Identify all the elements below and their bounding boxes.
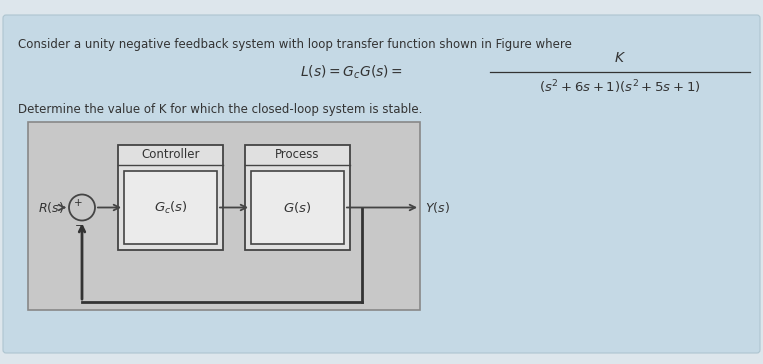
Text: $G(s)$: $G(s)$ bbox=[283, 200, 311, 215]
FancyBboxPatch shape bbox=[251, 171, 344, 244]
Text: Process: Process bbox=[275, 149, 320, 162]
Text: $(s^2+6s+1)(s^2+5s+1)$: $(s^2+6s+1)(s^2+5s+1)$ bbox=[539, 78, 700, 96]
Text: $R(s)$: $R(s)$ bbox=[38, 200, 64, 215]
Text: −: − bbox=[76, 221, 85, 230]
Text: $L(s) = G_cG(s) =$: $L(s) = G_cG(s) =$ bbox=[300, 63, 403, 81]
Text: $G_c(s)$: $G_c(s)$ bbox=[153, 199, 188, 215]
Text: +: + bbox=[74, 198, 82, 207]
Circle shape bbox=[69, 194, 95, 221]
FancyBboxPatch shape bbox=[124, 171, 217, 244]
Text: Controller: Controller bbox=[141, 149, 200, 162]
FancyBboxPatch shape bbox=[118, 145, 223, 250]
Text: $K$: $K$ bbox=[614, 51, 626, 65]
FancyBboxPatch shape bbox=[3, 15, 760, 353]
Text: Consider a unity negative feedback system with loop transfer function shown in F: Consider a unity negative feedback syste… bbox=[18, 38, 572, 51]
FancyBboxPatch shape bbox=[28, 122, 420, 310]
FancyBboxPatch shape bbox=[245, 145, 350, 250]
Text: $Y(s)$: $Y(s)$ bbox=[425, 200, 450, 215]
Text: Determine the value of K for which the closed-loop system is stable.: Determine the value of K for which the c… bbox=[18, 103, 423, 116]
